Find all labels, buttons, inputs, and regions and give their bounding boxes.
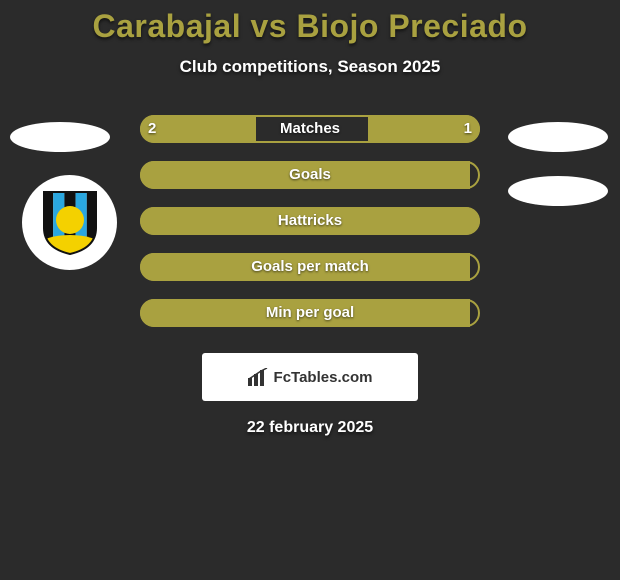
page-title: Carabajal vs Biojo Preciado: [0, 0, 620, 45]
brand-box: FcTables.com: [202, 353, 418, 401]
stat-row: Goals: [0, 161, 620, 207]
stat-bar: Hattricks: [140, 207, 480, 235]
stat-label: Hattricks: [140, 207, 480, 235]
stat-row: Hattricks: [0, 207, 620, 253]
stats-rows: Matches2 1 Goals Hattricks Goals per match Mi…: [0, 115, 620, 345]
stat-row: Min per goal: [0, 299, 620, 345]
stat-label: Matches: [140, 115, 480, 143]
stat-bar: Matches2 1: [140, 115, 480, 143]
brand-text: FcTables.com: [274, 369, 373, 386]
page-subtitle: Club competitions, Season 2025: [0, 57, 620, 77]
stat-label: Min per goal: [140, 299, 480, 327]
stat-bar: Goals per match: [140, 253, 480, 281]
date-text: 22 february 2025: [0, 419, 620, 437]
stat-row: Matches2 1: [0, 115, 620, 161]
stat-value-left: 2: [148, 115, 156, 143]
stat-label: Goals per match: [140, 253, 480, 281]
stat-row: Goals per match: [0, 253, 620, 299]
stat-bar: Goals: [140, 161, 480, 189]
stat-bar: Min per goal: [140, 299, 480, 327]
stat-value-right: 1: [464, 115, 472, 143]
bars-icon: [248, 368, 270, 386]
stat-label: Goals: [140, 161, 480, 189]
